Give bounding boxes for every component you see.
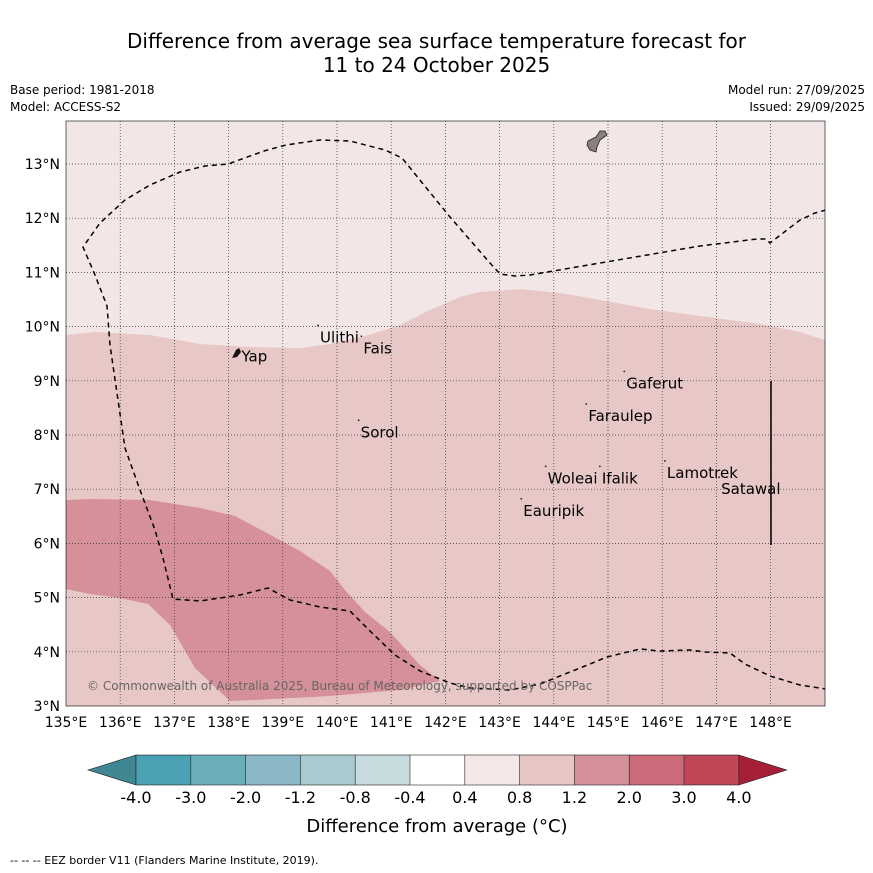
- atoll-marker: [664, 460, 666, 462]
- colorbar-tick-label: -0.8: [340, 788, 371, 807]
- longitude-tick-label: 144°E: [533, 715, 576, 731]
- colorbar-tick-label: -0.4: [394, 788, 425, 807]
- longitude-tick-label: 143°E: [478, 715, 521, 731]
- latitude-tick-label: 5°N: [34, 591, 60, 607]
- eez-footnote: -- -- -- EEZ border V11 (Flanders Marine…: [10, 854, 319, 867]
- latitude-tick-label: 11°N: [25, 265, 60, 281]
- colorbar-title: Difference from average (°C): [306, 816, 567, 837]
- atoll-marker: [598, 465, 601, 468]
- atoll-markers: [317, 324, 721, 500]
- colorbar-tick-labels: -4.0 -3.0 -2.0 -1.2 -0.8 -0.4 0.4 0.8 1.2 2.0 3.0 4…: [120, 788, 751, 807]
- atoll-marker: [357, 419, 360, 422]
- place-label: Ulithi: [320, 328, 359, 346]
- base-period: Base period: 1981-2018: [10, 83, 155, 97]
- atoll-marker: [718, 476, 721, 479]
- atoll-marker: [544, 465, 547, 468]
- atoll-marker: [317, 324, 319, 327]
- colorbar-swatch: [136, 755, 191, 785]
- map-title-line-1: Difference from average sea surface temp…: [126, 29, 746, 53]
- colorbar-swatches: [86, 754, 788, 786]
- place-label: Fais: [363, 339, 392, 357]
- longitude-tick-label: 135°E: [45, 715, 88, 731]
- colorbar-tick-label: 0.8: [507, 788, 532, 807]
- colorbar-tick-label: 4.0: [726, 788, 751, 807]
- longitude-tick-labels: 135°E 136°E 137°E 138°E 139°E 140°E 141°E 142°E…: [45, 715, 792, 731]
- colorbar-tick-label: 2.0: [616, 788, 641, 807]
- eez-border-west: [82, 139, 825, 691]
- longitude-tick-label: 142°E: [424, 715, 467, 731]
- colorbar-swatch: [574, 755, 630, 785]
- map-frame: [65, 120, 826, 707]
- copyright-note: © Commonwealth of Australia 2025, Bureau…: [87, 679, 592, 693]
- colorbar-swatch: [355, 755, 410, 785]
- longitude-tick-label: 147°E: [695, 715, 738, 731]
- colorbar-swatch: [300, 755, 356, 785]
- place-label: Woleai: [548, 469, 598, 487]
- latitude-tick-label: 12°N: [25, 211, 60, 227]
- place-label: Eauripik: [523, 502, 584, 520]
- colorbar-swatch: [629, 755, 684, 785]
- colorbar-tick-label: 3.0: [671, 788, 696, 807]
- colorbar-tick-label: -2.0: [230, 788, 261, 807]
- latitude-tick-label: 13°N: [25, 157, 60, 173]
- model-run: Model run: 27/09/2025: [727, 83, 865, 97]
- issued-date: Issued: 29/09/2025: [749, 100, 865, 114]
- place-label: Satawal: [721, 480, 780, 498]
- colorbar-swatch: [190, 755, 246, 785]
- longitude-tick-label: 137°E: [153, 715, 196, 731]
- colorbar-swatch: [519, 755, 575, 785]
- colorbar-swatch: [684, 755, 739, 785]
- longitude-tick-label: 139°E: [262, 715, 305, 731]
- place-label: Ifalik: [602, 469, 638, 487]
- longitude-tick-label: 138°E: [207, 715, 250, 731]
- colorbar-tick-label: -4.0: [120, 788, 151, 807]
- longitude-tick-label: 145°E: [587, 715, 630, 731]
- place-label: Lamotrek: [667, 464, 738, 482]
- latitude-tick-label: 3°N: [34, 699, 60, 715]
- colorbar-tick-label: 1.2: [562, 788, 587, 807]
- colorbar-swatch: [410, 755, 465, 785]
- colorbar-tick-label: -3.0: [175, 788, 206, 807]
- longitude-tick-label: 136°E: [99, 715, 142, 731]
- colorbar-tick-label: 0.4: [452, 788, 477, 807]
- longitude-tick-label: 140°E: [316, 715, 359, 731]
- latitude-tick-label: 9°N: [34, 374, 60, 390]
- latitude-tick-label: 10°N: [25, 320, 60, 336]
- latitude-tick-labels: 3°N 4°N 5°N 6°N 7°N 8°N 9°N 10°N 11°N 12°N 13°N: [25, 157, 60, 715]
- colorbar-frame: [135, 754, 740, 786]
- yap-island: [232, 348, 241, 358]
- map-gridlines: [66, 121, 825, 706]
- place-label: Faraulep: [588, 407, 652, 425]
- atoll-marker: [585, 403, 588, 405]
- colorbar-swatch: [464, 755, 520, 785]
- anomaly-region-1.2-2.0: [66, 499, 440, 701]
- map-title-line-2: 11 to 24 October 2025: [322, 53, 551, 77]
- place-label: Gaferut: [626, 375, 683, 393]
- model-name: Model: ACCESS-S2: [10, 100, 122, 114]
- colorbar: -4.0 -3.0 -2.0 -1.2 -0.8 -0.4 0.4 0.8 1.2 2.0 3.0 4…: [86, 754, 788, 837]
- colorbar-extension-low: [86, 754, 137, 786]
- colorbar-extension-high: [738, 754, 788, 786]
- longitude-tick-label: 146°E: [641, 715, 684, 731]
- latitude-tick-label: 4°N: [34, 645, 60, 661]
- longitude-tick-label: 141°E: [370, 715, 413, 731]
- atoll-marker: [623, 370, 626, 373]
- latitude-tick-label: 8°N: [34, 428, 60, 444]
- place-label: Sorol: [361, 423, 399, 441]
- latitude-tick-label: 7°N: [34, 482, 60, 498]
- latitude-tick-label: 6°N: [34, 536, 60, 552]
- place-label: Yap: [240, 347, 267, 365]
- atoll-marker: [520, 497, 523, 500]
- atoll-marker: [360, 335, 363, 338]
- colorbar-tick-label: -1.2: [285, 788, 316, 807]
- longitude-tick-label: 148°E: [749, 715, 792, 731]
- colorbar-swatch: [245, 755, 301, 785]
- guam-island: [586, 130, 608, 153]
